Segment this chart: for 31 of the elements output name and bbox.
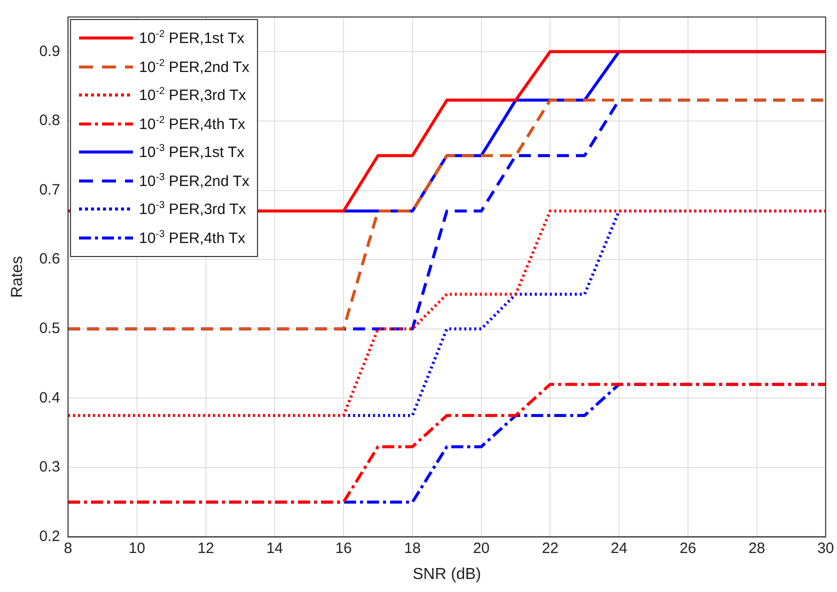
y-tick-label: 0.4 — [39, 389, 60, 406]
legend-label: 10$^{-2}$ PER,3rd Tx — [139, 86, 246, 104]
x-tick-label: 20 — [472, 540, 490, 557]
y-tick-label: 0.2 — [39, 528, 60, 545]
x-tick-label: 16 — [335, 540, 352, 557]
x-tick-label: 24 — [610, 540, 628, 557]
x-tick-label: 28 — [748, 540, 766, 557]
x-tick-label: 26 — [680, 540, 696, 557]
legend-label: 10$^{-3}$ PER,4th Tx — [139, 228, 246, 247]
legend-label: 10$^{-2}$ PER,1st Tx — [139, 29, 244, 48]
y-tick-label: 0.8 — [39, 112, 60, 130]
x-tick-label: 12 — [197, 540, 214, 557]
legend-label: 10$^{-3}$ PER,3rd Tx — [139, 200, 246, 218]
legend-label: 10$^{-2}$ PER,2nd Tx — [139, 58, 250, 76]
line-series — [68, 382, 826, 504]
x-tick-label: 18 — [404, 540, 421, 557]
x-tick-label: 14 — [266, 540, 284, 557]
legend-label: 10$^{-3}$ PER,2nd Tx — [139, 172, 250, 190]
y-tick-label: 0.3 — [39, 458, 60, 476]
y-axis-title: Rates — [9, 256, 26, 298]
x-axis-title: SNR (dB) — [412, 566, 482, 583]
x-tick-label: 10 — [128, 540, 146, 557]
x-tick-label: 30 — [817, 540, 834, 557]
y-tick-label: 0.6 — [39, 250, 60, 268]
legend-label: 10$^{-2}$ PER,4th Tx — [139, 114, 246, 133]
x-tick-label: 8 — [64, 540, 72, 557]
x-tick-label: 22 — [542, 540, 559, 557]
y-tick-label: 0.5 — [39, 320, 60, 338]
y-tick-label: 0.9 — [39, 42, 60, 60]
y-tick-label: 0.7 — [39, 181, 60, 198]
legend-label: 10$^{-3}$ PER,1st Tx — [139, 143, 244, 162]
